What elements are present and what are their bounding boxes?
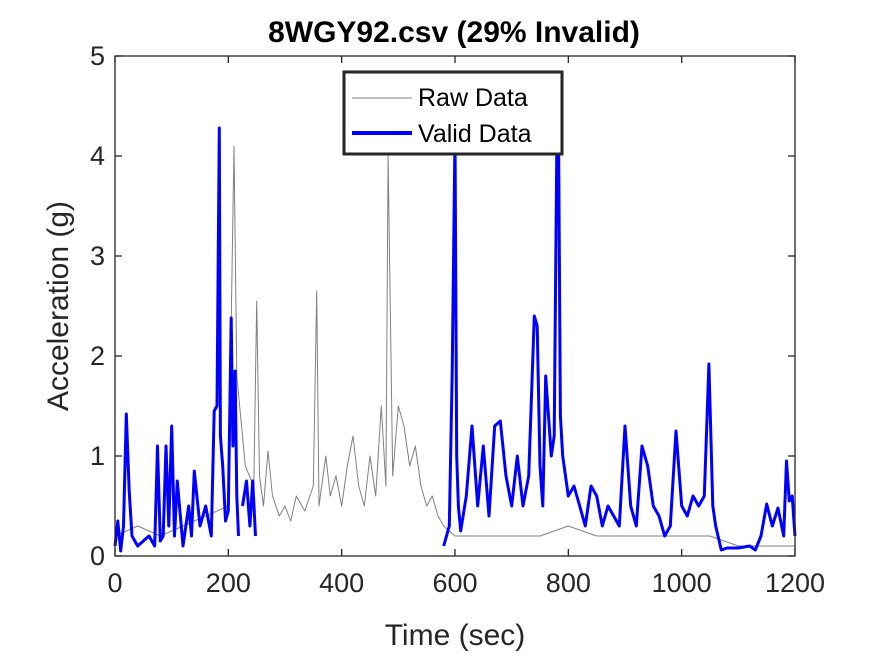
y-tick-label: 5 [90,41,105,71]
legend[interactable]: Raw Data Valid Data [342,70,564,156]
legend-label-raw-data: Raw Data [418,84,528,112]
x-tick-label: 400 [319,568,364,598]
series-line-raw-data [114,145,795,547]
series-line-valid-data-segment-1 [113,126,240,553]
x-tick-label: 1000 [652,568,712,598]
y-tick-label: 1 [90,441,105,471]
legend-label-valid-data: Valid Data [418,120,532,148]
y-tick-label: 4 [90,141,105,171]
y-tick-label: 3 [90,241,105,271]
x-tick-label: 800 [546,568,591,598]
y-tick-label: 0 [90,541,105,571]
x-tick-label: 0 [107,568,122,598]
x-tick-label: 600 [432,568,477,598]
tick-layer: 0 200 400 600 800 1000 1200 0 1 2 3 4 5 [90,41,825,598]
series-line-valid-data-segment-2 [241,479,257,537]
legend-box [342,70,564,156]
y-axis-label: Acceleration (g) [42,201,75,411]
y-tick-label: 2 [90,341,105,371]
x-axis-label: Time (sec) [385,619,526,652]
chart-title: 8WGY92.csv (29% Invalid) [268,16,640,49]
x-tick-label: 1200 [765,568,825,598]
series-line-valid-data-segment-3 [442,124,797,552]
x-tick-label: 200 [206,568,251,598]
series-layer [113,124,797,553]
